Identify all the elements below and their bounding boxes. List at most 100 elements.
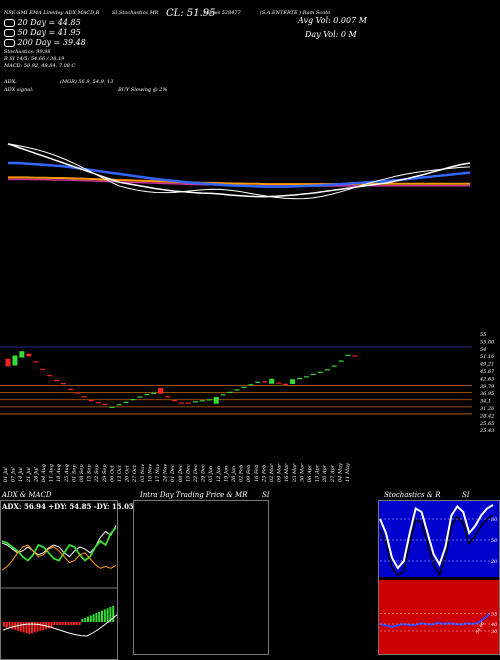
close-price: CL: 51.95 (166, 8, 216, 19)
candle (227, 391, 233, 393)
intraday-panel (133, 500, 269, 655)
macd-bar (11, 622, 14, 630)
date-axis-label: 24 Nov (163, 464, 169, 483)
macd-bar (33, 622, 36, 633)
macd-bar (5, 622, 8, 628)
adx-panel-title: ADX & MACD (2, 491, 52, 499)
candle (109, 406, 115, 408)
candle (102, 403, 108, 405)
date-axis-label: 06 Oct (109, 464, 115, 482)
date-axis-label: 09 Feb (246, 465, 252, 482)
price-axis-label: 55.00 (480, 339, 495, 345)
date-axis-label: 27 Oct (132, 464, 138, 483)
candle (88, 400, 94, 402)
candle (206, 399, 212, 401)
date-axis-label: 18 Aug (56, 464, 62, 482)
price-axis-label: 49.21 (479, 362, 494, 368)
date-axis-label: 13 Apr (315, 464, 321, 482)
stoch-panel-si: SI (462, 491, 470, 499)
macd-bar (112, 605, 115, 622)
date-axis-label: 15 Sep (87, 464, 93, 482)
adx-values: (MGR) 56.9, 54.9, 13 (60, 79, 114, 85)
candle (290, 379, 296, 384)
candle (220, 394, 226, 396)
date-axis-label: 10 Nov (147, 464, 153, 482)
rsi-level-label: 40 (490, 622, 498, 628)
macd-bar (17, 622, 19, 631)
macd-bar (22, 622, 25, 633)
date-axis-label: 23 Mar (292, 463, 298, 483)
date-axis-label: 20 Oct (125, 464, 131, 483)
macd-bar (39, 622, 42, 631)
macd-bar (89, 615, 92, 622)
candle (192, 401, 198, 403)
intraday-panel-si: SI (262, 491, 270, 499)
macd-bar (98, 611, 101, 622)
candle (310, 373, 316, 375)
price-axis-label: 45.67 (479, 369, 495, 375)
price-axis-label: 55 (480, 332, 486, 338)
candle (255, 381, 261, 383)
candle (241, 386, 247, 388)
candle (345, 354, 351, 356)
date-axis-label: 08 Sep (79, 464, 85, 482)
macd-bar (75, 622, 78, 625)
price-axis-label: 36.95 (480, 391, 494, 397)
candle (248, 384, 254, 386)
candle (144, 394, 150, 396)
date-axis-label: 09 Mar (277, 463, 283, 482)
candle (33, 361, 39, 363)
ema200-value: 200 Day = 39.48 (17, 38, 86, 47)
candle (317, 371, 323, 373)
price-axis-label: 42.63 (479, 376, 494, 382)
date-axis-label: 14 Jul (18, 467, 24, 482)
date-axis-label: 01 Dec (170, 464, 176, 482)
date-axis-label: 13 Oct (117, 464, 123, 482)
candle (283, 383, 289, 385)
macd-bar (59, 622, 61, 625)
macd-bar (19, 622, 22, 632)
price-axis-label: 28.42 (479, 413, 494, 419)
macd-bar (92, 614, 95, 622)
candle (331, 365, 337, 367)
candle (61, 383, 67, 385)
date-axis-label: 22 Sep (94, 464, 100, 483)
candle (151, 392, 157, 394)
date-axis-label: 02 Feb (239, 465, 245, 482)
candle (116, 404, 122, 406)
macd-bar (101, 610, 103, 622)
date-axis-label: 30 Mar (299, 463, 305, 482)
candle (19, 351, 25, 358)
candle (352, 355, 358, 357)
date-axis-label: 25 Aug (64, 464, 70, 483)
candle (213, 397, 219, 404)
rsi-level-label: 55 (491, 612, 497, 618)
stoch-panel-title: Stochastics & R (384, 491, 441, 499)
header-trades: trades 528477 (204, 10, 241, 16)
date-axis-label: 17 Nov (155, 464, 161, 482)
date-axis-label: 26 Jan (231, 466, 237, 483)
date-axis-label: 05 Jan (208, 466, 214, 482)
avg-volume: Avg Vol: 0.007 M (298, 16, 367, 25)
rsi-value-label: 54.66 (475, 621, 487, 635)
macd-bar (31, 622, 33, 634)
date-axis-label: 07 Jul (11, 467, 17, 482)
intraday-panel-title: Intra Day Trading Price & MR (140, 491, 248, 499)
adx-series-dy (1, 526, 117, 562)
ema20-swatch (4, 19, 15, 27)
stoch-level-label: 20 (490, 559, 498, 565)
rsi-level-label: 30 (491, 629, 498, 635)
macd-bar (8, 622, 11, 629)
ema200-swatch (4, 39, 15, 47)
candle (303, 376, 309, 378)
date-axis-label: 01 Sep (71, 464, 77, 482)
macd-bar (64, 622, 67, 625)
adx-label: ADX: (4, 79, 17, 85)
ema200-line (8, 176, 470, 186)
macd-bar (78, 622, 81, 625)
candle (5, 358, 11, 367)
macd-line (2, 614, 118, 637)
adx-series-dy (1, 544, 117, 571)
macd-bar (84, 617, 87, 622)
